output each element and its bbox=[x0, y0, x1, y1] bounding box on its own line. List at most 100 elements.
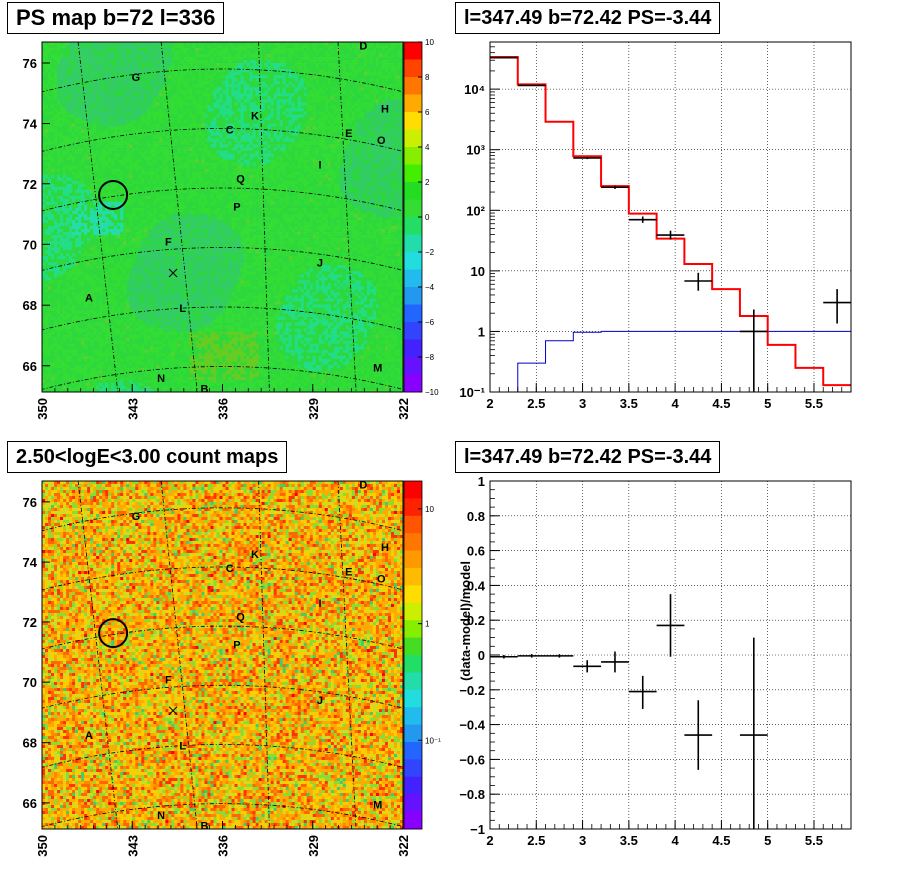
spectrum-ytick-label: 1 bbox=[478, 324, 485, 339]
colorbar-cell bbox=[404, 551, 422, 569]
colorbar-cell bbox=[404, 252, 422, 270]
colorbar-cell bbox=[404, 340, 422, 358]
source-label-H: H bbox=[381, 104, 389, 116]
lon-grid-line bbox=[0, 481, 24, 829]
map-xtick-label: 343 bbox=[125, 398, 140, 420]
residual-ytick-label: −0.8 bbox=[459, 787, 485, 802]
colorbar-cell bbox=[404, 200, 422, 218]
ps-map-title: PS map b=72 l=336 bbox=[7, 2, 224, 34]
colorbar-cell bbox=[404, 165, 422, 183]
colorbar-label: 10 bbox=[425, 505, 434, 514]
colorbar-label: −10 bbox=[425, 388, 439, 397]
colorbar-cell bbox=[404, 270, 422, 288]
source-label-P: P bbox=[233, 640, 240, 652]
residual-ytick-label: 0 bbox=[478, 648, 485, 663]
colorbar-label: 10⁻¹ bbox=[425, 736, 441, 745]
residual-xtick-label: 4 bbox=[672, 833, 680, 848]
spectrum-xtick-label: 5.5 bbox=[805, 396, 823, 411]
colorbar-label: 1 bbox=[425, 620, 430, 629]
map-xtick-label: 329 bbox=[306, 398, 321, 420]
colorbar-label: −8 bbox=[425, 353, 435, 362]
source-label-H: H bbox=[381, 542, 389, 554]
map-xtick-label: 350 bbox=[35, 398, 50, 420]
residual-ytick-label: −0.6 bbox=[459, 752, 485, 767]
colorbar-label: −2 bbox=[425, 248, 435, 257]
source-label-M: M bbox=[373, 800, 382, 812]
source-label-K: K bbox=[251, 549, 259, 561]
source-label-E: E bbox=[345, 566, 352, 578]
residual-data-point bbox=[601, 652, 629, 673]
spectrum-data-point bbox=[740, 310, 768, 392]
residual-xtick-label: 2 bbox=[486, 833, 493, 848]
spectrum-ytick-label: 10² bbox=[466, 203, 485, 218]
colorbar-cell bbox=[404, 130, 422, 148]
colorbar-cell bbox=[404, 322, 422, 340]
source-label-F: F bbox=[165, 237, 172, 249]
colorbar-cell bbox=[404, 60, 422, 78]
lon-grid-line bbox=[0, 42, 24, 392]
map-xtick-label: 329 bbox=[306, 835, 321, 857]
count-map-title: 2.50<logE<3.00 count maps bbox=[7, 441, 287, 473]
source-label-C: C bbox=[226, 125, 234, 137]
source-label-P: P bbox=[233, 202, 240, 214]
source-label-I: I bbox=[318, 598, 321, 610]
map-ytick-label: 66 bbox=[23, 796, 37, 811]
background-model-line bbox=[490, 331, 851, 392]
residual-ylabel: (data-model)/model bbox=[458, 561, 473, 681]
colorbar-cell bbox=[404, 742, 422, 760]
source-label-F: F bbox=[165, 674, 172, 686]
source-label-L: L bbox=[179, 740, 186, 752]
colorbar-cell bbox=[404, 375, 422, 393]
map-ytick-label: 72 bbox=[23, 615, 37, 630]
residual-ytick-label: 0.6 bbox=[467, 544, 485, 559]
residual-ytick-label: 0.8 bbox=[467, 509, 485, 524]
source-label-B: B bbox=[200, 384, 208, 396]
colorbar-cell bbox=[404, 112, 422, 130]
residual-xtick-label: 5 bbox=[764, 833, 771, 848]
spectrum-data-point bbox=[629, 216, 657, 222]
colorbar-cell bbox=[404, 655, 422, 673]
map-ytick-label: 68 bbox=[23, 736, 37, 751]
colorbar-cell bbox=[404, 603, 422, 621]
colorbar-label: 0 bbox=[425, 213, 430, 222]
residual-xtick-label: 3 bbox=[579, 833, 586, 848]
map-ytick-label: 76 bbox=[23, 56, 37, 71]
source-label-L: L bbox=[179, 303, 186, 315]
source-label-A: A bbox=[85, 730, 93, 742]
spectrum-ytick-label: 10⁴ bbox=[464, 82, 485, 97]
source-label-Q: Q bbox=[236, 612, 245, 624]
colorbar-cell bbox=[404, 42, 422, 60]
residual-xtick-label: 4.5 bbox=[712, 833, 730, 848]
map-ytick-label: 66 bbox=[23, 359, 37, 374]
spectrum-xtick-label: 3 bbox=[579, 396, 586, 411]
residual-plot-area bbox=[490, 481, 851, 829]
map-ytick-label: 74 bbox=[23, 117, 38, 132]
spectrum-xtick-label: 5 bbox=[764, 396, 771, 411]
residual-xtick-label: 5.5 bbox=[805, 833, 823, 848]
colorbar-label: 10 bbox=[425, 38, 434, 47]
residual-xtick-label: 3.5 bbox=[620, 833, 638, 848]
map-xtick-label: 322 bbox=[396, 398, 411, 420]
colorbar-cell bbox=[404, 217, 422, 235]
residual-data-point bbox=[573, 660, 601, 672]
colorbar-cell bbox=[404, 95, 422, 113]
map-xtick-label: 350 bbox=[35, 835, 50, 857]
colorbar-cell bbox=[404, 812, 422, 830]
spectrum-ytick-label: 10 bbox=[471, 264, 485, 279]
spectrum-title: l=347.49 b=72.42 PS=-3.44 bbox=[455, 2, 720, 34]
residual-ytick-label: −0.2 bbox=[459, 683, 485, 698]
residual-ytick-label: −1 bbox=[470, 822, 485, 837]
spectrum-ytick-label: 10³ bbox=[466, 143, 485, 158]
map-xtick-label: 322 bbox=[396, 835, 411, 857]
source-label-Q: Q bbox=[236, 174, 245, 186]
total-model-line bbox=[490, 57, 851, 385]
map-xtick-label: 336 bbox=[216, 398, 231, 420]
spectrum-data-point bbox=[518, 85, 546, 86]
colorbar-label: −6 bbox=[425, 318, 435, 327]
colorbar-cell bbox=[404, 235, 422, 253]
